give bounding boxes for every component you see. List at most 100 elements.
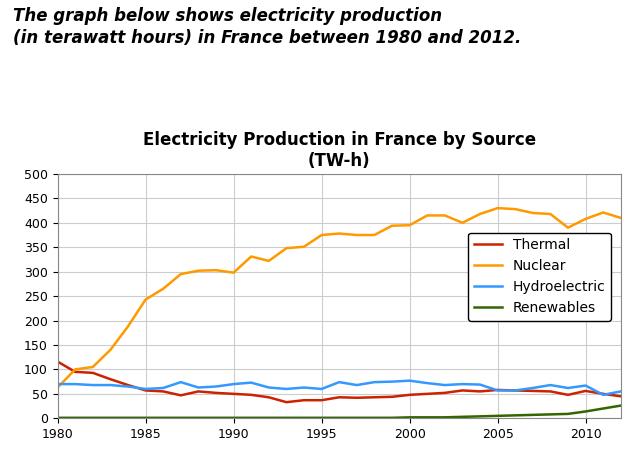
Hydroelectric [493, 388, 501, 393]
Renewables [230, 415, 237, 421]
Renewables [107, 415, 115, 421]
Renewables [511, 413, 519, 418]
Hydroelectric [441, 382, 449, 388]
Nuclear [300, 244, 308, 250]
Thermal [371, 394, 378, 400]
Hydroelectric [388, 379, 396, 384]
Nuclear [335, 231, 343, 236]
Nuclear [353, 232, 361, 238]
Text: The graph below shows electricity production
(in terawatt hours) in France betwe: The graph below shows electricity produc… [13, 7, 521, 47]
Renewables [406, 415, 413, 420]
Renewables [141, 415, 149, 421]
Renewables [265, 415, 273, 421]
Hydroelectric [141, 386, 149, 392]
Nuclear [388, 223, 396, 228]
Nuclear [107, 347, 115, 352]
Thermal [617, 393, 625, 399]
Nuclear [406, 222, 413, 228]
Renewables [529, 412, 537, 418]
Thermal [283, 400, 291, 405]
Renewables [54, 415, 61, 421]
Nuclear [582, 216, 589, 222]
Renewables [371, 415, 378, 421]
Renewables [300, 415, 308, 421]
Nuclear [459, 220, 467, 226]
Hydroelectric [317, 386, 325, 392]
Thermal [159, 389, 167, 394]
Hydroelectric [89, 382, 97, 388]
Thermal [441, 390, 449, 396]
Nuclear [265, 258, 273, 264]
Thermal [353, 395, 361, 400]
Thermal [424, 391, 431, 397]
Thermal [124, 382, 132, 388]
Hydroelectric [300, 384, 308, 390]
Hydroelectric [564, 385, 572, 391]
Hydroelectric [459, 381, 467, 387]
Thermal [72, 369, 79, 375]
Nuclear [317, 232, 325, 238]
Hydroelectric [265, 384, 273, 390]
Hydroelectric [335, 379, 343, 385]
Nuclear [195, 268, 202, 274]
Hydroelectric [124, 384, 132, 389]
Nuclear [177, 271, 185, 277]
Nuclear [441, 212, 449, 218]
Legend: Thermal, Nuclear, Hydroelectric, Renewables: Thermal, Nuclear, Hydroelectric, Renewab… [468, 233, 611, 321]
Hydroelectric [529, 385, 537, 391]
Nuclear [424, 212, 431, 218]
Line: Thermal: Thermal [58, 361, 621, 402]
Nuclear [124, 323, 132, 329]
Line: Nuclear: Nuclear [58, 208, 621, 387]
Renewables [564, 411, 572, 417]
Nuclear [511, 206, 519, 212]
Thermal [493, 387, 501, 393]
Renewables [353, 415, 361, 421]
Renewables [459, 414, 467, 420]
Nuclear [89, 364, 97, 370]
Nuclear [617, 215, 625, 221]
Nuclear [600, 210, 607, 215]
Renewables [177, 415, 185, 421]
Renewables [248, 415, 255, 421]
Hydroelectric [600, 392, 607, 398]
Thermal [317, 398, 325, 403]
Hydroelectric [511, 388, 519, 393]
Thermal [230, 391, 237, 397]
Thermal [406, 392, 413, 398]
Thermal [89, 370, 97, 376]
Renewables [159, 415, 167, 421]
Renewables [72, 415, 79, 421]
Nuclear [212, 267, 220, 273]
Hydroelectric [54, 381, 61, 387]
Hydroelectric [353, 382, 361, 388]
Thermal [265, 394, 273, 400]
Hydroelectric [72, 381, 79, 387]
Hydroelectric [406, 378, 413, 384]
Renewables [89, 415, 97, 421]
Renewables [212, 415, 220, 421]
Renewables [582, 408, 589, 414]
Renewables [547, 412, 554, 417]
Nuclear [476, 211, 484, 217]
Nuclear [141, 297, 149, 302]
Hydroelectric [424, 380, 431, 386]
Hydroelectric [159, 385, 167, 391]
Thermal [564, 392, 572, 398]
Hydroelectric [371, 379, 378, 385]
Renewables [476, 414, 484, 419]
Thermal [335, 394, 343, 400]
Thermal [300, 398, 308, 403]
Hydroelectric [582, 383, 589, 388]
Hydroelectric [476, 382, 484, 387]
Renewables [388, 415, 396, 421]
Renewables [335, 415, 343, 421]
Thermal [529, 388, 537, 394]
Renewables [424, 415, 431, 420]
Thermal [141, 388, 149, 393]
Renewables [617, 403, 625, 408]
Nuclear [547, 211, 554, 217]
Nuclear [54, 384, 61, 390]
Nuclear [564, 225, 572, 230]
Thermal [459, 388, 467, 393]
